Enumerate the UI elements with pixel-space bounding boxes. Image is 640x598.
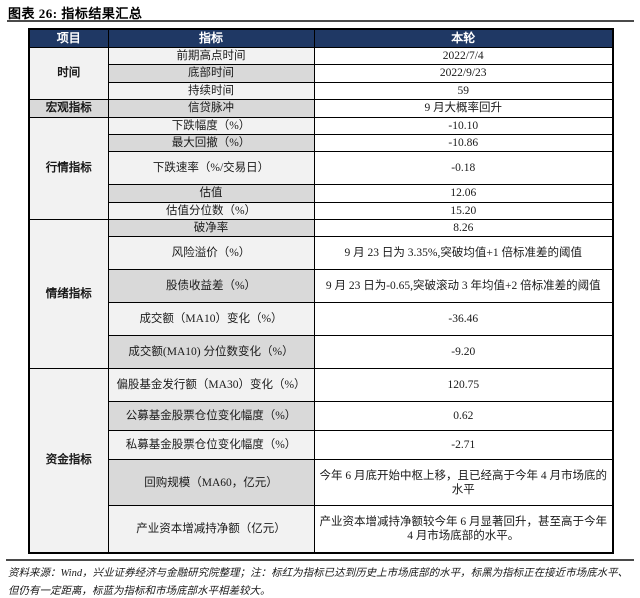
table-row: 成交额（MA10）变化（%） -36.46: [29, 302, 614, 337]
indicator-cell: 私募基金股票仓位变化幅度（%）: [107, 430, 315, 461]
indicator-cell: 产业资本增减持净额（亿元）: [107, 505, 315, 554]
table-row: 下跌速率（%/交易日） -0.18: [29, 151, 614, 186]
table-row: 情绪指标 破净率 8.26: [28, 218, 614, 370]
table-row: 持续时间 59: [29, 81, 614, 101]
indicator-cell: 成交额（MA10）变化（%）: [107, 302, 315, 337]
indicator-cell: 公募基金股票仓位变化幅度（%）: [107, 401, 315, 432]
header-item: 项目: [28, 28, 109, 48]
value-cell: 59: [313, 81, 614, 101]
source-note: 资料来源：Wind，兴业证券经济与金融研究院整理；注：标红为指标已达到历史上市场…: [8, 568, 629, 598]
value-cell: 8.26: [313, 218, 614, 238]
table-row: 资金指标 偏股基金发行额（MA30）变化（%） 120.75: [28, 368, 614, 554]
table-row: 股债收益差（%） 9 月 23 日为-0.65,突破滚动 3 年均值+2 倍标准…: [29, 269, 614, 304]
group-cell-funds: 资金指标: [28, 368, 109, 554]
table-row: 宏观指标 信贷脉冲 9 月大概率回升: [28, 99, 614, 118]
table-row: 回购规模（MA60，亿元） 今年 6 月底开始中枢上移，且已经高于今年 4 月市…: [29, 459, 614, 507]
title-divider-line: [7, 20, 634, 22]
group-cell-time: 时间: [28, 46, 109, 101]
figure-title: 图表 26: 指标结果汇总: [8, 6, 143, 21]
table-row: 最大回撤（%） -10.86: [29, 133, 614, 153]
value-cell: 9 月 23 日为 3.35%,突破均值+1 倍标准差的阈值: [313, 236, 614, 271]
indicator-cell: 最大回撤（%）: [107, 133, 315, 153]
indicator-cell: 回购规模（MA60，亿元）: [107, 459, 315, 507]
indicator-cell: 成交额(MA10) 分位数变化（%）: [107, 335, 315, 370]
indicator-cell: 底部时间: [107, 64, 315, 83]
value-cell: 今年 6 月底开始中枢上移，且已经高于今年 4 月市场底的水平: [313, 459, 614, 507]
value-cell: -2.71: [313, 430, 614, 461]
table-row: 成交额(MA10) 分位数变化（%） -9.20: [29, 335, 614, 370]
value-cell: 0.62: [313, 401, 614, 432]
indicator-cell: 信贷脉冲: [107, 99, 315, 118]
value-cell: -10.10: [313, 116, 614, 135]
indicator-cell: 估值: [107, 184, 315, 203]
table-row: 行情指标 下跌幅度（%） -10.10: [28, 116, 614, 220]
table-row: 时间 前期高点时间 2022/7/4: [28, 46, 614, 101]
indicator-summary-table: 项目 指标 本轮 时间 前期高点时间 2022/7/4 底部时间 2022/9/…: [28, 28, 614, 554]
table-row: 私募基金股票仓位变化幅度（%） -2.71: [29, 430, 614, 461]
table-row: 估值 12.06: [29, 184, 614, 203]
value-cell: 产业资本增减持净额较今年 6 月显著回升，甚至高于今年 4 月市场底部的水平。: [313, 505, 614, 554]
value-cell: -36.46: [313, 302, 614, 337]
indicator-cell: 风险溢价（%）: [107, 236, 315, 271]
group-cell-macro: 宏观指标: [28, 99, 109, 118]
table-row: 公募基金股票仓位变化幅度（%） 0.62: [29, 401, 614, 432]
header-current-round: 本轮: [313, 28, 614, 48]
indicator-cell: 股债收益差（%）: [107, 269, 315, 304]
value-cell: -9.20: [313, 335, 614, 370]
table-row: 底部时间 2022/9/23: [29, 64, 614, 83]
group-cell-sentiment: 情绪指标: [28, 218, 109, 370]
indicator-cell: 下跌幅度（%）: [107, 116, 315, 135]
value-cell: 9 月 23 日为-0.65,突破滚动 3 年均值+2 倍标准差的阈值: [313, 269, 614, 304]
indicator-cell: 破净率: [107, 218, 315, 238]
indicator-cell: 估值分位数（%）: [107, 201, 315, 221]
header-row: 项目 指标 本轮: [28, 28, 614, 48]
value-cell: 9 月大概率回升: [313, 99, 614, 118]
value-cell: -10.86: [313, 133, 614, 153]
indicator-cell: 持续时间: [107, 81, 315, 101]
footer-divider-line: [6, 559, 634, 561]
indicator-cell: 偏股基金发行额（MA30）变化（%）: [107, 368, 315, 403]
value-cell: 15.20: [313, 201, 614, 221]
header-indicator: 指标: [107, 28, 315, 48]
indicator-cell: 前期高点时间: [107, 46, 315, 66]
value-cell: 120.75: [313, 368, 614, 403]
table-row: 风险溢价（%） 9 月 23 日为 3.35%,突破均值+1 倍标准差的阈值: [29, 236, 614, 271]
table-row: 估值分位数（%） 15.20: [29, 201, 614, 221]
value-cell: 2022/9/23: [313, 64, 614, 83]
group-cell-market: 行情指标: [28, 116, 109, 220]
value-cell: -0.18: [313, 151, 614, 186]
value-cell: 2022/7/4: [313, 46, 614, 66]
table-row: 产业资本增减持净额（亿元） 产业资本增减持净额较今年 6 月显著回升，甚至高于今…: [29, 505, 614, 554]
indicator-cell: 下跌速率（%/交易日）: [107, 151, 315, 186]
value-cell: 12.06: [313, 184, 614, 203]
